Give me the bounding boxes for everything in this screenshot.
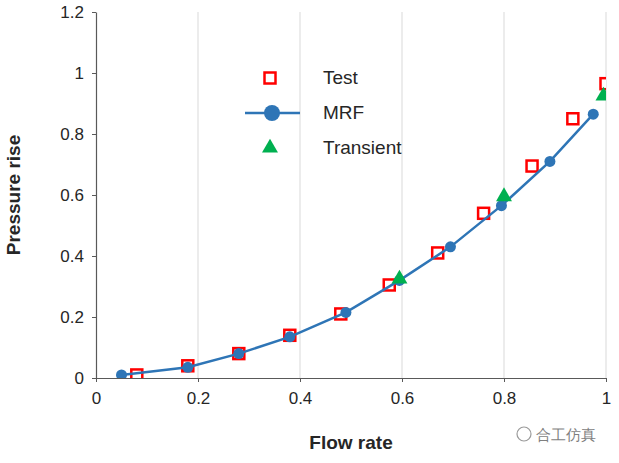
tick-mark <box>402 378 403 382</box>
series-transient <box>391 87 606 284</box>
tick-mark <box>504 378 505 382</box>
grid <box>198 12 606 378</box>
tick-label: 0.8 <box>493 389 517 408</box>
tick-label: 0.6 <box>391 389 415 408</box>
tick-mark <box>92 378 96 379</box>
series-mrf <box>116 109 599 378</box>
grid-line <box>198 12 199 378</box>
watermark-icon <box>517 427 531 441</box>
tick: 0.6 <box>391 378 415 408</box>
tick-label: 0 <box>75 369 84 388</box>
legend-marker <box>262 139 278 153</box>
tick: 1 <box>75 64 96 83</box>
plot-area <box>116 78 606 378</box>
tick: 0.6 <box>60 186 96 205</box>
tick-label: 0.8 <box>60 125 84 144</box>
tick-label: 0.2 <box>60 308 84 327</box>
legend-marker <box>265 73 276 84</box>
tick: 0.2 <box>60 308 96 327</box>
legend: Test MRF Transient <box>245 67 402 158</box>
grid-line <box>300 12 301 378</box>
point <box>233 348 244 359</box>
tick: 1.2 <box>60 3 96 22</box>
tick-label: 0.6 <box>60 186 84 205</box>
tick-mark <box>92 134 96 135</box>
tick: 0.2 <box>187 378 211 408</box>
legend-item: Transient <box>262 137 402 158</box>
legend-item: MRF <box>245 102 364 123</box>
x-axis-title: Flow rate <box>309 432 392 453</box>
tick-mark <box>92 73 96 74</box>
point <box>544 156 555 167</box>
legend-marker <box>264 105 280 121</box>
legend-label: Test <box>323 67 359 88</box>
point <box>527 161 538 172</box>
tick-label: 0.4 <box>60 247 84 266</box>
tick: 1 <box>602 378 611 408</box>
tick-mark <box>92 317 96 318</box>
point <box>588 109 599 120</box>
tick-label: 0 <box>92 389 101 408</box>
point <box>391 270 407 284</box>
point <box>496 200 507 211</box>
point <box>284 331 295 342</box>
tick: 0.8 <box>493 378 517 408</box>
tick-label: 0.2 <box>187 389 211 408</box>
tick-label: 1 <box>602 389 611 408</box>
point <box>445 241 456 252</box>
tick-label: 1 <box>75 64 84 83</box>
point <box>595 87 606 101</box>
line <box>122 114 594 375</box>
tick-mark <box>198 378 199 382</box>
tick: 0.8 <box>60 125 96 144</box>
x-axis: 0 0.2 0.4 0.6 0.8 1 <box>92 378 611 408</box>
tick-mark <box>92 12 96 13</box>
tick-mark <box>300 378 301 382</box>
tick: 0.4 <box>60 247 96 266</box>
watermark-text: 合工仿真 <box>536 426 596 444</box>
point <box>182 362 193 373</box>
series-test <box>131 78 606 378</box>
axis-line <box>96 13 97 379</box>
grid-line <box>402 12 403 378</box>
tick-label: 1.2 <box>60 3 84 22</box>
tick: 0 <box>75 369 96 388</box>
y-axis: 0 0.2 0.4 0.6 0.8 1 1.2 <box>60 3 96 388</box>
tick-label: 0.4 <box>289 389 313 408</box>
y-axis-title: Pressure rise <box>3 135 24 255</box>
tick: 0 <box>92 378 101 408</box>
grid-line <box>606 12 607 378</box>
watermark: 合工仿真 <box>517 426 596 444</box>
tick-mark <box>606 378 607 382</box>
point <box>233 348 244 359</box>
axis-line <box>97 378 607 379</box>
legend-label: Transient <box>323 137 402 158</box>
tick: 0.4 <box>289 378 313 408</box>
tick-mark <box>96 378 97 382</box>
tick-mark <box>92 256 96 257</box>
point <box>340 307 351 318</box>
legend-label: MRF <box>323 102 364 123</box>
point <box>567 113 578 124</box>
point <box>116 369 127 378</box>
tick-mark <box>92 195 96 196</box>
chart: 0 0.2 0.4 0.6 0.8 1 0 0.2 0.4 0.6 0.8 1 1.2 Flow rate… <box>0 0 619 463</box>
point <box>496 187 512 201</box>
legend-item: Test <box>265 67 359 88</box>
